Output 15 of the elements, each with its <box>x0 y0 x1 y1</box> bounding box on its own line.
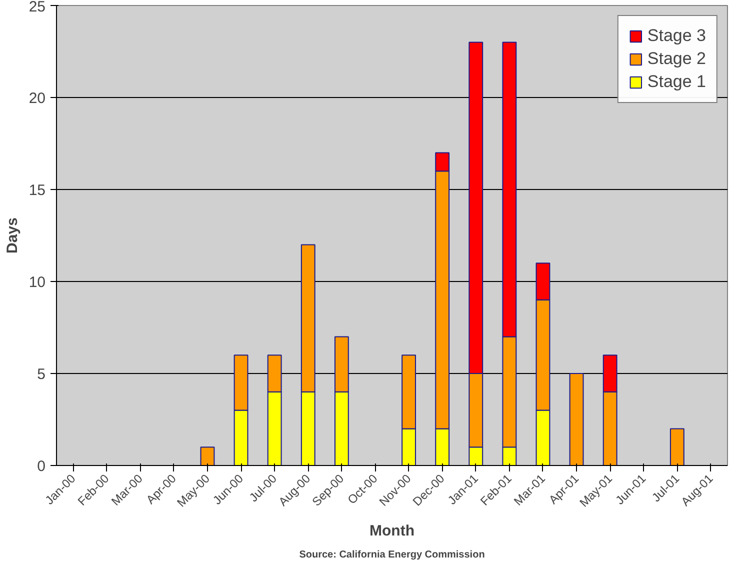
y-tick-label: 5 <box>37 366 46 383</box>
y-tick-label: 0 <box>37 458 46 475</box>
source-note: Source: California Energy Commission <box>299 550 485 560</box>
legend-label: Stage 3 <box>647 26 706 46</box>
y-tick-label: 20 <box>28 90 46 107</box>
y-tick-label: 15 <box>28 182 46 199</box>
legend-label: Stage 1 <box>647 72 706 92</box>
bar <box>670 428 684 466</box>
bar <box>200 446 215 466</box>
y-tick-label: 10 <box>28 274 46 291</box>
legend-label: Stage 2 <box>647 49 706 69</box>
y-axis-title: Days <box>4 218 21 254</box>
bar <box>569 373 584 466</box>
x-axis-title: Month <box>370 522 414 540</box>
y-tick-label: 25 <box>28 0 46 16</box>
